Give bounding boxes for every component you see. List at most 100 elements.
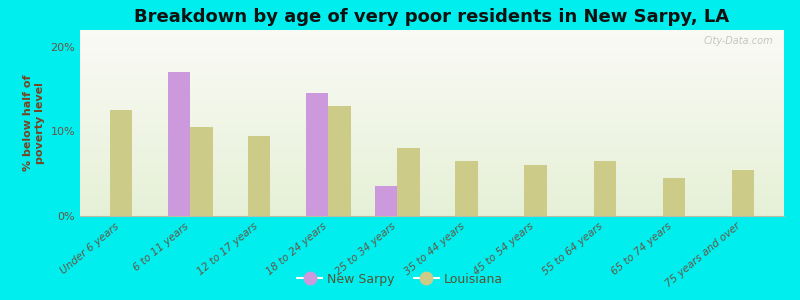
Bar (80, 68, 784, 69)
Bar (80, 81, 784, 82)
Bar (80, 175, 784, 176)
Bar (398, 148, 419, 216)
Bar (80, 180, 784, 181)
Bar (80, 75, 784, 76)
Bar (190, 127, 213, 216)
Bar (80, 53, 784, 54)
Bar (80, 77, 784, 78)
Bar (80, 164, 784, 165)
Bar (80, 41, 784, 42)
Bar (80, 214, 784, 215)
Bar (80, 193, 784, 194)
Bar (80, 108, 784, 109)
Bar (80, 119, 784, 120)
Bar (80, 154, 784, 155)
Bar (80, 188, 784, 189)
Bar (80, 146, 784, 147)
Bar (80, 52, 784, 53)
Bar (80, 198, 784, 199)
Bar (80, 144, 784, 145)
Bar (80, 39, 784, 40)
Bar (80, 85, 784, 86)
Bar (80, 147, 784, 148)
Bar (80, 192, 784, 193)
Bar (80, 97, 784, 98)
Bar (80, 70, 784, 71)
Bar (80, 56, 784, 57)
Bar (80, 101, 784, 102)
Bar (80, 44, 784, 45)
Bar (80, 118, 784, 119)
Bar (80, 115, 784, 116)
Bar (80, 93, 784, 94)
Bar (80, 165, 784, 166)
Bar (80, 65, 784, 66)
Bar (80, 74, 784, 75)
Bar (80, 173, 784, 174)
Bar (80, 121, 784, 122)
Bar (80, 71, 784, 72)
Bar (80, 191, 784, 192)
Bar (80, 40, 784, 41)
Bar (80, 95, 784, 96)
Bar (80, 153, 784, 154)
Bar (80, 155, 784, 157)
Bar (80, 96, 784, 97)
Bar (80, 172, 784, 173)
Bar (80, 131, 784, 132)
Bar (80, 99, 784, 100)
Bar (525, 165, 546, 216)
Bar (80, 124, 784, 125)
Bar (80, 34, 784, 36)
Bar (80, 162, 784, 163)
Bar (80, 213, 784, 214)
Bar (80, 204, 784, 205)
Bar (80, 79, 784, 80)
Bar (80, 211, 784, 212)
Bar (80, 150, 784, 151)
Bar (80, 190, 784, 191)
Bar (80, 143, 784, 144)
Bar (80, 168, 784, 169)
Bar (80, 58, 784, 59)
Bar (80, 38, 784, 39)
Bar (80, 123, 784, 124)
Bar (80, 43, 784, 44)
Bar (80, 197, 784, 198)
Bar (80, 145, 784, 146)
Legend: New Sarpy, Louisiana: New Sarpy, Louisiana (292, 268, 508, 291)
Bar (80, 86, 784, 87)
Bar (80, 64, 784, 65)
Bar (80, 127, 784, 128)
Bar (80, 120, 784, 121)
Bar (80, 129, 784, 130)
Bar (80, 51, 784, 52)
Bar (80, 158, 784, 159)
Bar (80, 88, 784, 89)
Bar (80, 60, 784, 61)
Bar (80, 117, 784, 118)
Bar (80, 161, 784, 162)
Bar (80, 90, 784, 92)
Bar (80, 62, 784, 64)
Title: Breakdown by age of very poor residents in New Sarpy, LA: Breakdown by age of very poor residents … (134, 8, 730, 26)
Bar (80, 212, 784, 213)
Bar (249, 136, 270, 216)
Bar (80, 104, 784, 105)
Bar (80, 135, 784, 136)
Bar (80, 82, 784, 83)
Bar (80, 202, 784, 203)
Bar (80, 116, 784, 117)
Bar (80, 73, 784, 74)
Bar (455, 161, 478, 216)
Bar (80, 59, 784, 60)
Bar (80, 92, 784, 93)
Bar (80, 182, 784, 183)
Bar (80, 33, 784, 34)
Bar (731, 169, 754, 216)
Bar (80, 132, 784, 133)
Bar (80, 80, 784, 81)
Bar (80, 194, 784, 195)
Bar (80, 208, 784, 209)
Bar (80, 186, 784, 187)
